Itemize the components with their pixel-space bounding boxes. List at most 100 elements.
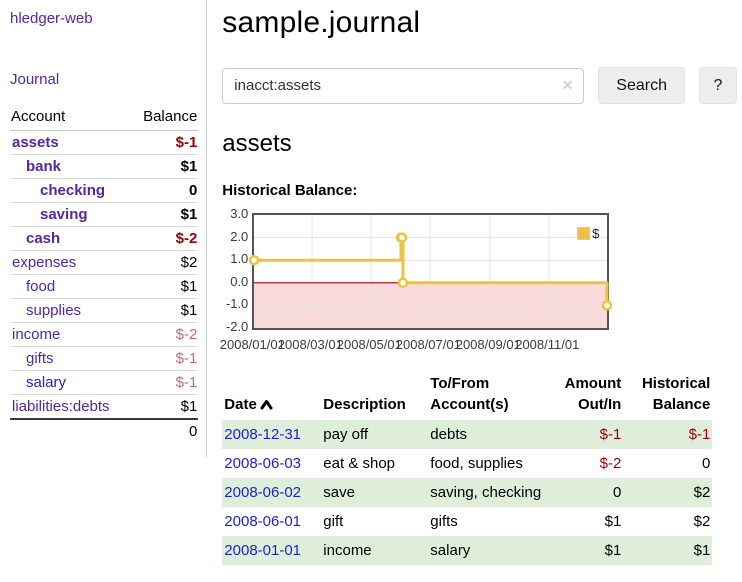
- sidebar-account-assets[interactable]: assets: [12, 134, 59, 151]
- sidebar-account-saving[interactable]: saving: [40, 206, 88, 223]
- x-axis-tick-label: 2008/03/01: [277, 337, 343, 352]
- account-row: checking 0: [10, 178, 199, 203]
- help-button[interactable]: ?: [699, 67, 737, 104]
- account-row: bank $1: [10, 154, 199, 179]
- register-header-row: Date Description To/From Account(s) Amou…: [222, 370, 712, 420]
- legend-swatch: [577, 227, 591, 240]
- account-balance: $1: [130, 298, 199, 323]
- transaction-amount: $1: [604, 513, 622, 530]
- account-name-cell: liabilities:debts: [10, 394, 131, 420]
- transaction-balance: $1: [693, 542, 711, 559]
- register-row: 2008-06-03 eat & shop food, supplies $-2 0: [222, 449, 712, 478]
- transaction-date[interactable]: 2008-06-03: [222, 449, 321, 478]
- transaction-description: eat & shop: [323, 455, 396, 472]
- account-row: liabilities:debts $1: [10, 394, 199, 420]
- transaction-amount: $-1: [599, 426, 622, 443]
- sidebar-account-bank[interactable]: bank: [26, 158, 62, 175]
- page: hledger-web Journal Account Balance asse…: [0, 0, 742, 565]
- transaction-description: gift: [323, 513, 344, 530]
- historical-balance-chart: $ 3.0 2.0 1.0 0.0 -1.0 -2.0 2008/01/01 2008/03/…: [219, 207, 642, 354]
- transaction-date-link[interactable]: 2008-06-02: [224, 484, 302, 501]
- y-axis-tick-label: -2.0: [225, 319, 249, 334]
- transaction-accounts: gifts: [430, 513, 458, 530]
- register-row: 2008-06-02 save saving, checking 0 $2: [222, 478, 713, 507]
- account-row: salary $-1: [10, 370, 199, 395]
- sidebar-account-salary[interactable]: salary: [26, 374, 67, 391]
- x-axis-tick-label: 2008/05/01: [336, 337, 402, 352]
- date-header-label: Date: [224, 396, 257, 413]
- sidebar: hledger-web Journal Account Balance asse…: [0, 0, 208, 457]
- x-axis-tick-label: 2008/01/01: [219, 337, 285, 352]
- account-column-header: Account: [10, 105, 131, 131]
- account-balance: $-2: [130, 226, 199, 251]
- account-balance: $1: [130, 394, 199, 420]
- page-title: sample.journal: [222, 6, 421, 39]
- account-table-header-row: Account Balance: [10, 105, 199, 131]
- register-row: 2008-12-31 pay off debts $-1 $-1: [222, 420, 713, 449]
- chart-title: Historical Balance:: [222, 182, 358, 199]
- register-body: 2008-12-31 pay off debts $-1 $-1 2008-06-03 ea…: [222, 420, 713, 565]
- sidebar-account-liabilities-debts[interactable]: liabilities:debts: [12, 398, 110, 415]
- transaction-accounts: food, supplies: [430, 455, 523, 472]
- transaction-date[interactable]: 2008-01-01: [222, 536, 321, 565]
- account-name-cell: expenses: [10, 250, 131, 275]
- account-balance: $1: [130, 274, 199, 299]
- account-table-body: assets $-1 bank $1 checking 0 saving $1 cash $-2 e…: [10, 130, 199, 420]
- account-name-cell: gifts: [10, 346, 131, 371]
- date-column-header[interactable]: Date: [222, 370, 321, 420]
- account-name-cell: cash: [10, 226, 131, 251]
- transaction-amount: $-2: [599, 455, 622, 472]
- x-axis-tick-label: 2008/09/01: [455, 337, 521, 352]
- transaction-accounts: saving, checking: [430, 484, 542, 501]
- transaction-date[interactable]: 2008-12-31: [222, 420, 321, 449]
- transaction-balance: $-1: [688, 426, 711, 443]
- app-title-link[interactable]: hledger-web: [10, 10, 93, 27]
- account-row: income $-2: [10, 322, 199, 347]
- sidebar-account-expenses[interactable]: expenses: [12, 254, 77, 271]
- search-input[interactable]: [222, 67, 585, 104]
- sidebar-item-journal[interactable]: Journal: [10, 71, 60, 88]
- account-name-cell: income: [10, 322, 131, 347]
- clear-search-icon[interactable]: ✕: [561, 76, 574, 93]
- account-row: supplies $1: [10, 298, 199, 323]
- register-table: Date Description To/From Account(s) Amou…: [222, 370, 713, 565]
- register-row: 2008-01-01 income salary $1 $1: [222, 536, 713, 565]
- transaction-date-link[interactable]: 2008-06-01: [224, 513, 302, 530]
- chart-legend: $: [577, 226, 599, 241]
- account-name-cell: bank: [10, 154, 131, 179]
- account-balance: $-1: [130, 346, 199, 371]
- transaction-date-link[interactable]: 2008-06-03: [224, 455, 302, 472]
- transaction-description: income: [323, 542, 372, 559]
- sidebar-account-income[interactable]: income: [12, 326, 61, 343]
- transaction-balance: 0: [701, 455, 711, 472]
- transaction-date[interactable]: 2008-06-02: [222, 478, 321, 507]
- account-balance: $-1: [130, 130, 199, 155]
- sidebar-account-supplies[interactable]: supplies: [26, 302, 82, 319]
- transaction-amount: 0: [612, 484, 622, 501]
- total-balance: 0: [130, 418, 199, 443]
- balance-column-header: Balance: [130, 105, 199, 131]
- chart-canvas: [249, 215, 613, 328]
- sidebar-account-food[interactable]: food: [26, 278, 56, 295]
- sidebar-account-gifts[interactable]: gifts: [26, 350, 54, 367]
- account-balance: $2: [130, 250, 199, 275]
- amount-column-header: Amount Out/In: [564, 375, 622, 413]
- main-content: sample.journal ✕ Search ? assets Histori…: [207, 0, 742, 565]
- account-name-cell: assets: [10, 130, 131, 155]
- accounts-column-header: To/From Account(s): [430, 375, 509, 413]
- account-name-cell: food: [10, 274, 131, 299]
- transaction-accounts: debts: [430, 426, 467, 443]
- search-button[interactable]: Search: [598, 67, 685, 104]
- transaction-date-link[interactable]: 2008-01-01: [224, 542, 302, 559]
- account-row: cash $-2: [10, 226, 199, 251]
- account-total-row: 0: [10, 418, 199, 443]
- account-name-cell: salary: [10, 370, 131, 395]
- sidebar-account-cash[interactable]: cash: [26, 230, 61, 247]
- chart-plot-area: $: [249, 213, 613, 330]
- account-name-cell: saving: [10, 202, 131, 227]
- sidebar-account-checking[interactable]: checking: [40, 182, 106, 199]
- transaction-date-link[interactable]: 2008-12-31: [224, 426, 302, 443]
- sort-ascending-icon: [260, 400, 273, 410]
- search-form: ✕ Search ?: [222, 67, 737, 104]
- transaction-date[interactable]: 2008-06-01: [222, 507, 321, 536]
